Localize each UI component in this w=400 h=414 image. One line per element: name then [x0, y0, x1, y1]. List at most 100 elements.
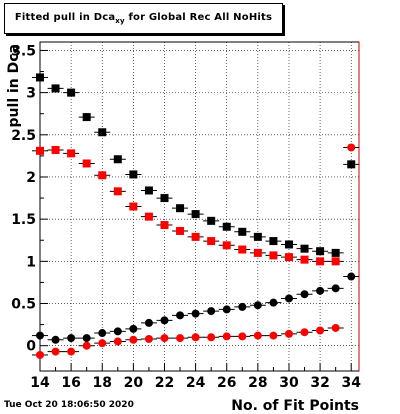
square-marker — [207, 216, 216, 225]
x-axis: 14 16 18 20 22 24 26 28 30 32 34 — [30, 363, 361, 391]
circle-marker — [253, 301, 262, 310]
grid — [39, 42, 359, 371]
square-marker — [129, 202, 138, 211]
square-marker — [284, 240, 293, 249]
square-marker — [36, 146, 44, 155]
y-tick-label: 0.5 — [11, 297, 36, 313]
square-marker — [316, 247, 325, 256]
square-marker — [269, 251, 278, 260]
circle-marker — [36, 350, 44, 359]
square-marker — [331, 248, 340, 257]
square-marker — [269, 237, 278, 246]
y-axis: 0 0.5 1 1.5 2 2.5 3 3.5 — [11, 43, 48, 355]
circle-marker — [36, 331, 44, 340]
x-tick-label: 34 — [341, 375, 361, 391]
square-marker — [300, 244, 309, 253]
x-tick-label: 32 — [310, 375, 329, 391]
circle-marker — [269, 331, 278, 340]
square-marker — [98, 171, 107, 180]
chart-title-box: Fitted pull in Dcaxy for Global Rec All … — [4, 3, 283, 34]
circle-marker — [176, 334, 185, 343]
chart-title: Fitted pull in Dcaxy for Global Rec All … — [5, 12, 282, 25]
chart-title-subscript: xy — [115, 17, 125, 25]
x-tick-label: 22 — [155, 375, 174, 391]
square-marker — [176, 226, 185, 235]
y-tick-label: 3 — [26, 86, 36, 102]
square-marker — [82, 113, 91, 122]
square-marker — [98, 128, 107, 137]
circle-marker — [284, 329, 293, 338]
square-marker — [207, 237, 216, 246]
circle-marker — [238, 332, 247, 341]
data-points — [36, 73, 356, 359]
circle-marker — [160, 334, 169, 343]
circle-marker — [347, 272, 356, 281]
circle-marker — [300, 328, 309, 337]
square-marker — [238, 245, 247, 254]
circle-marker — [316, 326, 325, 335]
circle-marker — [331, 323, 340, 332]
circle-marker — [284, 294, 293, 303]
circle-marker — [51, 335, 60, 344]
circle-marker — [191, 333, 200, 342]
circle-marker — [207, 333, 216, 342]
circle-marker — [144, 334, 153, 343]
circle-marker — [176, 311, 185, 320]
circle-marker — [222, 305, 231, 314]
circle-marker — [67, 334, 76, 343]
y-tick-label: 0 — [26, 339, 36, 355]
square-marker — [191, 210, 200, 219]
circle-marker — [238, 302, 247, 311]
y-tick-label: 1.5 — [11, 212, 36, 228]
x-tick-label: 26 — [217, 375, 236, 391]
square-marker — [129, 170, 138, 179]
square-marker — [191, 232, 200, 241]
chart-title-prefix: Fitted pull in Dca — [14, 12, 116, 23]
circle-marker — [207, 307, 216, 316]
chart-title-suffix: for Global Rec All NoHits — [124, 12, 273, 23]
circle-marker — [82, 334, 91, 343]
circle-marker — [98, 339, 107, 348]
y-tick-label: 2 — [26, 170, 36, 186]
y-tick-label: 3.5 — [11, 43, 36, 59]
square-marker — [113, 187, 122, 196]
circle-marker — [269, 298, 278, 307]
square-marker — [284, 253, 293, 262]
circle-marker — [316, 286, 325, 295]
square-marker — [331, 257, 340, 266]
circle-marker — [191, 309, 200, 318]
circle-marker — [129, 324, 138, 333]
square-marker — [82, 159, 91, 168]
circle-marker — [98, 329, 107, 338]
circle-marker — [144, 318, 153, 327]
square-marker — [316, 257, 325, 266]
square-marker — [51, 84, 60, 93]
x-tick-label: 18 — [93, 375, 112, 391]
square-marker — [51, 145, 60, 154]
circle-marker — [300, 290, 309, 299]
square-marker — [176, 204, 185, 213]
y-tick-label: 1 — [26, 254, 36, 270]
circle-marker — [129, 335, 138, 344]
circle-marker — [67, 347, 76, 356]
square-marker — [144, 186, 153, 195]
circle-marker — [160, 316, 169, 325]
square-marker — [222, 222, 231, 231]
circle-marker — [347, 143, 356, 152]
circle-marker — [82, 341, 91, 350]
square-marker — [300, 255, 309, 264]
square-marker — [160, 194, 169, 203]
x-tick-label: 16 — [61, 375, 80, 391]
x-tick-label: 30 — [279, 375, 299, 391]
circle-marker — [51, 347, 60, 356]
square-marker — [347, 160, 356, 169]
circle-marker — [222, 332, 231, 341]
datestamp: Tue Oct 20 18:06:50 2020 — [4, 400, 134, 410]
square-marker — [160, 221, 169, 230]
square-marker — [67, 149, 76, 158]
square-marker — [253, 248, 262, 257]
square-marker — [144, 212, 153, 221]
circle-marker — [253, 331, 262, 340]
x-tick-label: 24 — [186, 375, 206, 391]
